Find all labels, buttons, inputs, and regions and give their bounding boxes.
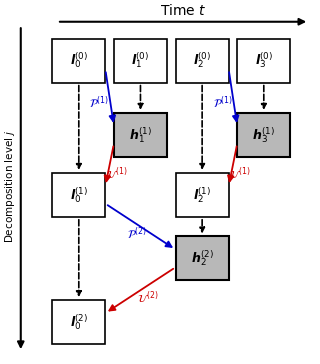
- Text: $\boldsymbol{l}_2^{(0)}$: $\boldsymbol{l}_2^{(0)}$: [193, 51, 211, 70]
- FancyBboxPatch shape: [52, 39, 105, 83]
- Text: $\boldsymbol{l}_1^{(0)}$: $\boldsymbol{l}_1^{(0)}$: [132, 51, 149, 70]
- FancyBboxPatch shape: [176, 236, 229, 281]
- Text: $\mathcal{U}^{(1)}$: $\mathcal{U}^{(1)}$: [229, 165, 251, 182]
- Text: $\boldsymbol{h}_3^{(1)}$: $\boldsymbol{h}_3^{(1)}$: [252, 125, 275, 145]
- FancyBboxPatch shape: [237, 113, 290, 157]
- Text: $\boldsymbol{l}_0^{(0)}$: $\boldsymbol{l}_0^{(0)}$: [70, 51, 88, 70]
- Text: $\mathcal{U}^{(1)}$: $\mathcal{U}^{(1)}$: [106, 165, 127, 182]
- Text: $\boldsymbol{l}_2^{(1)}$: $\boldsymbol{l}_2^{(1)}$: [193, 185, 211, 205]
- FancyBboxPatch shape: [114, 113, 167, 157]
- Text: $\mathcal{P}^{(1)}$: $\mathcal{P}^{(1)}$: [89, 95, 109, 111]
- Text: $\boldsymbol{l}_3^{(0)}$: $\boldsymbol{l}_3^{(0)}$: [255, 51, 273, 70]
- Text: $\mathcal{P}^{(1)}$: $\mathcal{P}^{(1)}$: [213, 95, 233, 111]
- FancyBboxPatch shape: [176, 173, 229, 217]
- Text: $\mathcal{U}^{(2)}$: $\mathcal{U}^{(2)}$: [137, 289, 158, 305]
- Text: Decomposition level $j$: Decomposition level $j$: [3, 129, 17, 243]
- Text: Time $t$: Time $t$: [160, 3, 206, 18]
- Text: $\boldsymbol{h}_1^{(1)}$: $\boldsymbol{h}_1^{(1)}$: [129, 125, 152, 145]
- Text: $\boldsymbol{l}_0^{(1)}$: $\boldsymbol{l}_0^{(1)}$: [70, 185, 88, 205]
- FancyBboxPatch shape: [176, 39, 229, 83]
- Text: $\mathcal{P}^{(2)}$: $\mathcal{P}^{(2)}$: [127, 225, 147, 242]
- Text: $\boldsymbol{l}_0^{(2)}$: $\boldsymbol{l}_0^{(2)}$: [70, 312, 88, 332]
- FancyBboxPatch shape: [52, 300, 105, 344]
- FancyBboxPatch shape: [114, 39, 167, 83]
- FancyBboxPatch shape: [52, 173, 105, 217]
- FancyBboxPatch shape: [237, 39, 290, 83]
- Text: $\boldsymbol{h}_2^{(2)}$: $\boldsymbol{h}_2^{(2)}$: [191, 249, 213, 268]
